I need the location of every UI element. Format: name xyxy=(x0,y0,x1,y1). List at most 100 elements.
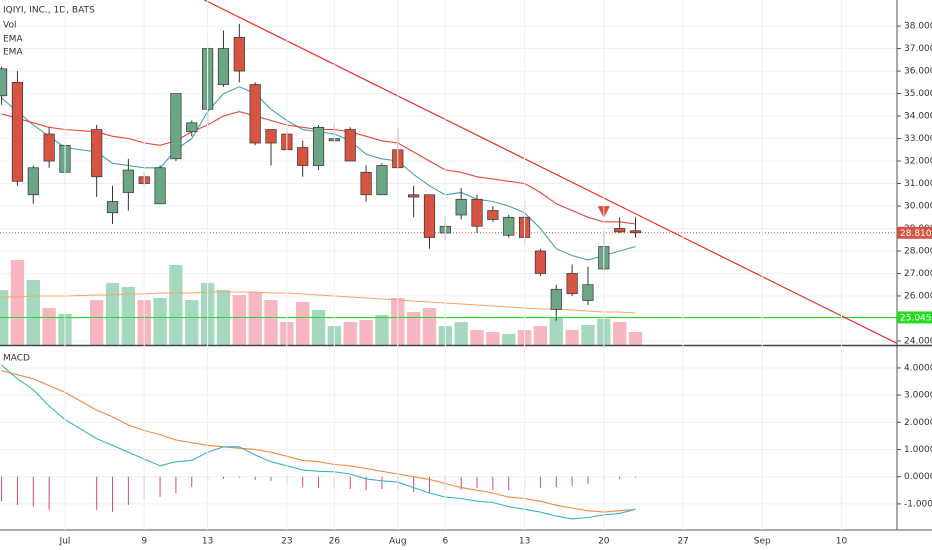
candle-body xyxy=(455,198,467,216)
candle-body xyxy=(186,122,198,133)
candle-body xyxy=(376,165,388,196)
candle-body xyxy=(629,230,642,234)
candle-body xyxy=(566,273,578,295)
volume-bar xyxy=(454,322,468,345)
x-tick-label: 27 xyxy=(677,537,688,547)
volume-bar xyxy=(296,302,310,345)
volume-bar xyxy=(628,332,643,345)
legend-macd: MACD xyxy=(3,354,30,364)
candle-body xyxy=(217,48,230,85)
x-tick-label: 23 xyxy=(281,537,292,547)
candle-body xyxy=(360,171,372,196)
candle-body xyxy=(122,169,134,193)
volume-bar xyxy=(470,330,484,345)
candle-body xyxy=(154,167,166,205)
x-tick-label: 13 xyxy=(202,537,213,547)
legend: IQIYI, INC., 1D, BATS Vol EMA EMA MACD xyxy=(3,6,95,364)
candle-body xyxy=(344,129,356,162)
volume-ma-line xyxy=(1,291,636,314)
volume-bar xyxy=(581,325,595,345)
volume-bar xyxy=(105,283,120,345)
candle-body xyxy=(0,68,8,97)
candle-body xyxy=(550,288,562,310)
candle-body xyxy=(534,250,546,274)
volume-bar xyxy=(359,320,373,345)
volume-bar xyxy=(185,300,199,345)
x-tick-label: Jul xyxy=(59,537,71,547)
candle-body xyxy=(582,284,594,301)
chart-title: IQIYI, INC., 1D, BATS xyxy=(3,6,95,16)
candle-body xyxy=(471,198,483,227)
trend-line xyxy=(204,0,897,345)
x-tick-label: Aug xyxy=(389,537,407,547)
macd-pane xyxy=(0,364,897,520)
price-label-box xyxy=(897,226,932,239)
legend-volume: Vol xyxy=(3,21,16,31)
volume-bar xyxy=(248,292,262,345)
volume-bar xyxy=(565,330,579,345)
volume-bar xyxy=(486,332,500,345)
volume-bar xyxy=(311,310,326,345)
candle-body xyxy=(297,147,309,166)
x-tick-label: 6 xyxy=(442,537,448,547)
ema-line xyxy=(1,111,636,225)
candle-body xyxy=(170,93,182,160)
volume-bar xyxy=(169,265,183,345)
candle-body xyxy=(423,194,436,238)
x-tick-label: 26 xyxy=(329,537,341,547)
x-tick-label: 9 xyxy=(141,537,147,547)
candle-body xyxy=(614,228,626,233)
x-tick-label: 10 xyxy=(836,537,848,547)
volume-bar xyxy=(406,312,421,345)
volume-bar xyxy=(422,308,437,345)
candle-body xyxy=(487,210,499,220)
volume-bar xyxy=(375,315,389,345)
volume-bar xyxy=(42,308,56,345)
volume-bar xyxy=(613,322,627,345)
candle-body xyxy=(249,84,261,144)
volume-bar xyxy=(343,322,357,345)
volume-bar xyxy=(232,295,246,345)
volume-bar xyxy=(26,280,40,345)
volume-bar xyxy=(10,260,25,345)
candle-body xyxy=(106,201,119,214)
ema-line xyxy=(1,86,636,261)
legend-ema: EMA xyxy=(3,48,23,58)
x-tick-label: 20 xyxy=(598,537,610,547)
candle-body xyxy=(503,216,515,236)
volume-bar xyxy=(153,298,167,345)
macd-signal-line xyxy=(1,370,636,513)
x-tick-label: Sep xyxy=(754,537,771,547)
volume-bar xyxy=(121,287,136,345)
volume-bar xyxy=(549,318,563,345)
price-label: 28.8100 xyxy=(900,229,932,239)
candle-body xyxy=(27,167,39,196)
volume-bar xyxy=(502,334,516,345)
volume-bar xyxy=(90,300,104,345)
candle-body xyxy=(233,36,245,72)
candle-body xyxy=(43,133,55,162)
volume-bar xyxy=(264,300,278,345)
macd-line xyxy=(1,364,636,520)
candle-body xyxy=(11,81,24,182)
